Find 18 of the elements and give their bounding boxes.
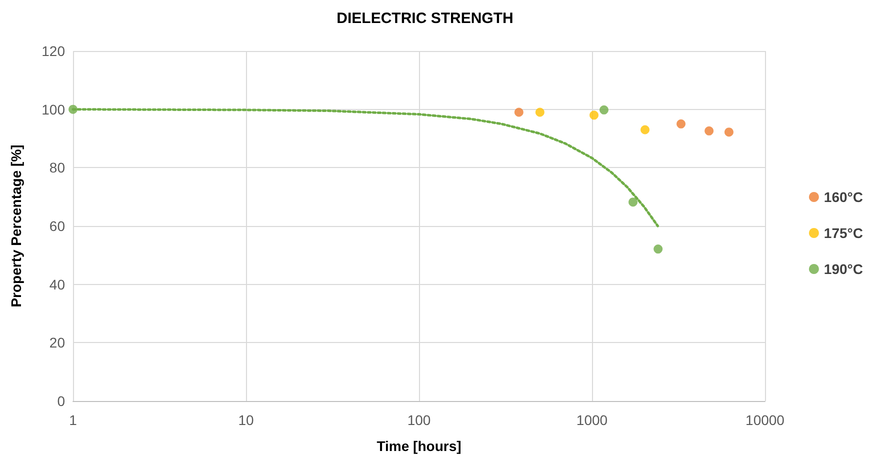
legend-label: 160°C: [824, 189, 864, 205]
x-tick-label: 100: [407, 412, 431, 428]
x-axis-title: Time [hours]: [376, 438, 462, 454]
x-tick-label: 1: [69, 412, 78, 428]
y-tick-label: 20: [49, 334, 66, 351]
y-tick-label: 0: [57, 393, 66, 409]
y-tick-label: 120: [42, 43, 66, 59]
y-tick-label: 40: [49, 276, 66, 292]
y-tick-label: 80: [49, 160, 66, 176]
legend-label: 175°C: [824, 225, 864, 241]
y-axis-title: Property Percentage [%]: [8, 144, 24, 308]
chart-title: DIELECTRIC STRENGTH: [336, 10, 514, 27]
y-tick-label: 60: [49, 218, 66, 234]
x-tick-label: 10000: [746, 412, 785, 428]
x-tick-label: 10: [238, 412, 254, 428]
y-tick-label: 100: [42, 101, 66, 118]
x-tick-label: 1000: [576, 412, 608, 428]
legend-label: 190°C: [824, 261, 864, 277]
